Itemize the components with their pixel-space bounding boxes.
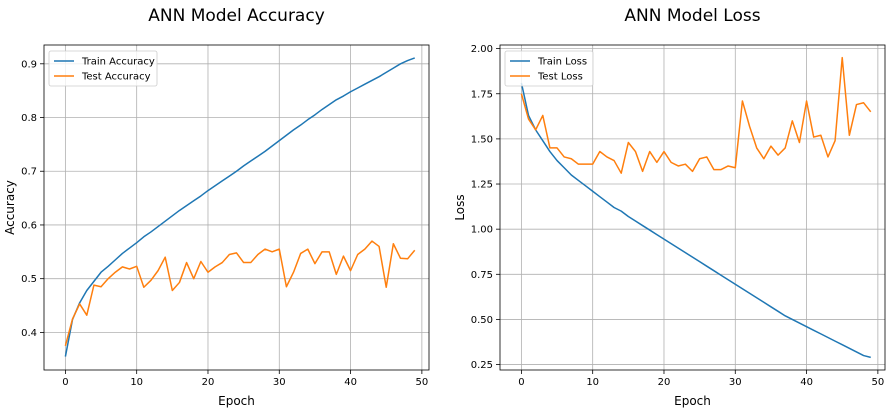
y-tick-label: 0.7 [21,167,37,178]
x-axis-label: Epoch [218,394,255,408]
y-tick-label: 0.6 [21,220,37,231]
chart-title: ANN Model Accuracy [148,6,325,26]
x-tick-label: 40 [344,377,357,388]
legend: Train Loss Test Loss [504,50,594,87]
series-line-train-loss [520,82,871,359]
y-tick-label: 1.75 [471,89,493,100]
x-tick-label: 0 [518,377,524,388]
x-tick-label: 20 [658,377,671,388]
axes-frame [43,44,430,371]
series-line-test-loss [520,56,872,174]
x-tick-label: 20 [202,377,215,388]
chart-panel-1: 0 10 20 30 40 50 0.25 0.50 0.75 1.00 1.25 1.50 1.75 2… [453,6,886,408]
y-tick-label: 0.5 [21,274,37,285]
y-tick-label: 0.4 [21,328,37,339]
y-tick-label: 0.50 [471,315,493,326]
plot-area [500,45,885,370]
legend-box [504,50,594,87]
x-tick-label: 30 [729,377,742,388]
axes-frame [499,44,886,371]
x-tick-label: 50 [872,377,885,388]
y-axis-label: Loss [453,194,467,220]
chart-panel-0: 0 10 20 30 40 50 0.4 0.5 0.6 0.7 0.8 0.9 ANN Model A… [3,6,430,408]
series-line-test-accuracy [64,240,416,347]
x-tick-label: 40 [800,377,813,388]
legend-label: Train Loss [537,57,587,68]
x-axis-label: Epoch [674,394,711,408]
plot-area [44,45,429,370]
y-tick-label: 0.25 [471,360,493,371]
y-tick-label: 1.00 [471,225,493,236]
x-tick-label: 10 [130,377,143,388]
y-tick-label: 2.00 [471,44,493,55]
legend-label: Train Accuracy [81,57,155,68]
y-tick-label: 1.50 [471,134,493,145]
x-tick-label: 10 [586,377,599,388]
legend-label: Test Accuracy [81,72,151,83]
y-tick-label: 0.75 [471,270,493,281]
x-tick-label: 0 [62,377,68,388]
legend-label: Test Loss [537,72,583,83]
legend-box [48,50,158,87]
y-axis-label: Accuracy [3,180,17,235]
chart-title: ANN Model Loss [624,6,760,26]
y-tick-label: 0.8 [21,113,37,124]
x-tick-label: 30 [273,377,286,388]
series-line-train-accuracy [64,57,416,357]
y-tick-label: 0.9 [21,59,37,70]
y-tick-label: 1.25 [471,180,493,191]
legend: Train Accuracy Test Accuracy [48,50,158,87]
x-tick-label: 50 [416,377,429,388]
